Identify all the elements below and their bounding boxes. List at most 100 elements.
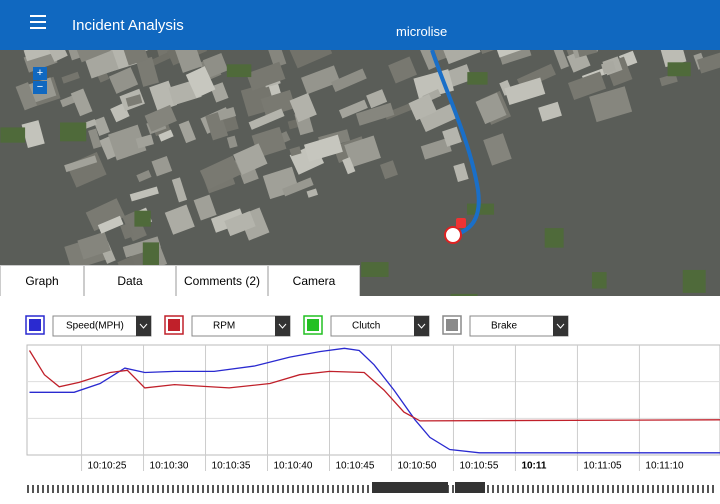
scroll-tick xyxy=(557,485,559,493)
logo: microlise xyxy=(396,24,447,39)
scroll-tick xyxy=(272,485,274,493)
scroll-tick xyxy=(357,485,359,493)
scroll-tick xyxy=(287,485,289,493)
scroll-tick xyxy=(637,485,639,493)
scroll-tick xyxy=(497,485,499,493)
event-marker xyxy=(456,218,466,228)
scroll-tick xyxy=(82,485,84,493)
scroll-tick xyxy=(142,485,144,493)
scroll-tick xyxy=(602,485,604,493)
scroll-tick xyxy=(562,485,564,493)
scroll-tick xyxy=(197,485,199,493)
scroll-tick xyxy=(667,485,669,493)
legend-label: Clutch xyxy=(352,321,380,332)
scroll-tick xyxy=(227,485,229,493)
select-arrow xyxy=(275,316,290,336)
scroll-tick xyxy=(527,485,529,493)
scroll-tick xyxy=(237,485,239,493)
scroll-tick xyxy=(247,485,249,493)
x-tick-label: 10:11 xyxy=(521,461,546,472)
scroll-tick xyxy=(37,485,39,493)
scroll-tick xyxy=(362,485,364,493)
tab[interactable]: Camera xyxy=(268,265,360,297)
scroll-tick xyxy=(32,485,34,493)
scroll-tick xyxy=(632,485,634,493)
park xyxy=(60,122,86,141)
scroll-tick xyxy=(92,485,94,493)
scroll-tick xyxy=(182,485,184,493)
scroll-tick xyxy=(222,485,224,493)
scroll-tick xyxy=(682,485,684,493)
scroll-tick xyxy=(507,485,509,493)
park xyxy=(592,272,607,288)
select-arrow xyxy=(136,316,151,336)
scroll-tick xyxy=(147,485,149,493)
scroll-tick xyxy=(592,485,594,493)
menu-button[interactable] xyxy=(30,15,46,17)
scroll-tick xyxy=(27,485,29,493)
scroll-tick xyxy=(97,485,99,493)
scroll-tick xyxy=(257,485,259,493)
scroll-tick xyxy=(57,485,59,493)
scroll-tick xyxy=(302,485,304,493)
scroll-tick xyxy=(522,485,524,493)
park xyxy=(467,72,487,85)
scroll-tick xyxy=(582,485,584,493)
scroll-tick xyxy=(567,485,569,493)
scroll-tick xyxy=(77,485,79,493)
scroll-tick xyxy=(202,485,204,493)
scroll-tick xyxy=(72,485,74,493)
tab[interactable]: Data xyxy=(84,265,176,297)
select-arrow xyxy=(553,316,568,336)
scroll-tick xyxy=(707,485,709,493)
scroll-tick xyxy=(712,485,714,493)
scroll-tick xyxy=(502,485,504,493)
scroll-tick xyxy=(647,485,649,493)
tab[interactable]: Graph xyxy=(0,265,84,297)
scroll-tick xyxy=(217,485,219,493)
scroll-tick xyxy=(342,485,344,493)
zoom-in[interactable]: + xyxy=(33,67,47,80)
scroll-tick xyxy=(232,485,234,493)
scroll-tick xyxy=(152,485,154,493)
x-tick-label: 10:11:05 xyxy=(583,461,622,472)
x-tick-label: 10:10:40 xyxy=(274,461,313,472)
scroll-tick xyxy=(307,485,309,493)
scroll-tick xyxy=(587,485,589,493)
scroll-tick xyxy=(242,485,244,493)
scroll-tick xyxy=(172,485,174,493)
scroll-tick xyxy=(517,485,519,493)
scroll-tick xyxy=(617,485,619,493)
x-tick-label: 10:10:50 xyxy=(397,461,436,472)
scroll-tick xyxy=(352,485,354,493)
x-tick-label: 10:10:45 xyxy=(335,461,374,472)
scroll-tick xyxy=(167,485,169,493)
tab[interactable]: Comments (2) xyxy=(176,265,268,297)
legend-label: Brake xyxy=(491,321,518,332)
scroll-tick xyxy=(622,485,624,493)
map xyxy=(0,50,720,296)
scroll-tick xyxy=(572,485,574,493)
scroll-tick xyxy=(547,485,549,493)
scroll-tick xyxy=(327,485,329,493)
select-arrow xyxy=(414,316,429,336)
zoom-out[interactable]: − xyxy=(33,81,47,94)
scroll-tick xyxy=(102,485,104,493)
scroll-tick xyxy=(542,485,544,493)
scroll-tick xyxy=(127,485,129,493)
scroll-tick xyxy=(452,485,454,493)
scroll-tick xyxy=(132,485,134,493)
scroll-thumb[interactable] xyxy=(372,482,448,493)
scroll-tick xyxy=(332,485,334,493)
scroll-thumb-2[interactable] xyxy=(455,482,485,493)
scroll-tick xyxy=(662,485,664,493)
scroll-tick xyxy=(317,485,319,493)
scroll-tick xyxy=(552,485,554,493)
scroll-tick xyxy=(672,485,674,493)
scroll-tick xyxy=(67,485,69,493)
park xyxy=(545,228,564,248)
park xyxy=(227,64,251,77)
scroll-tick xyxy=(212,485,214,493)
park xyxy=(143,242,159,265)
